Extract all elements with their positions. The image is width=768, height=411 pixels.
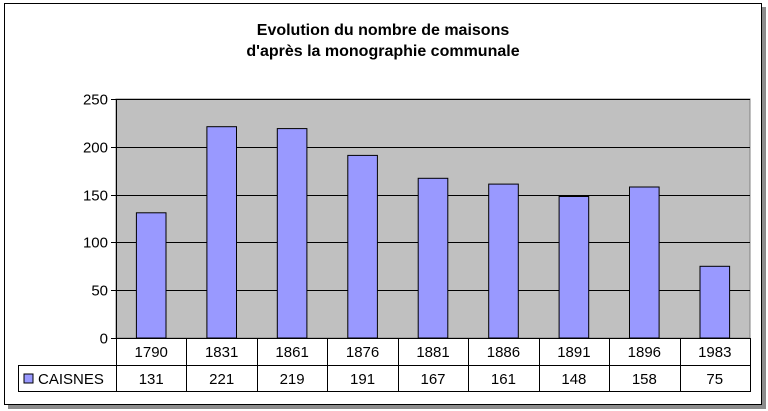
y-tick-label: 200 bbox=[83, 140, 108, 157]
data-table-value: 191 bbox=[350, 371, 375, 388]
bar-1881 bbox=[417, 177, 449, 339]
data-table: 1790 131 1831 221 1861 219 1876 191 1881 167 1886 1… bbox=[18, 338, 751, 392]
bar-1891 bbox=[558, 196, 590, 339]
legend-key bbox=[23, 373, 34, 384]
data-table-value: 148 bbox=[561, 371, 586, 388]
data-table-value: 158 bbox=[632, 371, 657, 388]
x-category-label: 1983 bbox=[698, 344, 731, 361]
x-category-label: 1886 bbox=[487, 344, 520, 361]
data-table-value: 75 bbox=[706, 371, 723, 388]
x-category-label: 1891 bbox=[557, 344, 590, 361]
bar-1790 bbox=[135, 212, 167, 339]
x-category-label: 1831 bbox=[205, 344, 238, 361]
x-category-label: 1881 bbox=[416, 344, 449, 361]
bar-1831 bbox=[206, 126, 237, 339]
bar-1886 bbox=[488, 183, 519, 339]
x-category-label: 1790 bbox=[135, 344, 168, 361]
series-name: CAISNES bbox=[38, 371, 104, 388]
chart-title: Evolution du nombre de maisons d'après l… bbox=[5, 20, 761, 62]
bar-1896 bbox=[629, 186, 660, 339]
bar-1983 bbox=[699, 265, 731, 339]
data-table-value: 131 bbox=[139, 371, 164, 388]
y-tick-label: 0 bbox=[100, 331, 108, 348]
x-category-label: 1861 bbox=[275, 344, 308, 361]
chart-title-line-2: d'après la monographie communale bbox=[246, 43, 520, 60]
y-tick-label: 100 bbox=[83, 235, 108, 252]
chart-title-line-1: Evolution du nombre de maisons bbox=[256, 22, 510, 39]
y-tick-label: 150 bbox=[83, 188, 108, 205]
bar-1876 bbox=[347, 154, 378, 339]
data-table-value: 221 bbox=[209, 371, 234, 388]
y-tick-label: 250 bbox=[83, 92, 108, 109]
x-category-label: 1896 bbox=[628, 344, 661, 361]
bars bbox=[135, 126, 731, 339]
y-tick-label: 50 bbox=[91, 283, 108, 300]
x-category-label: 1876 bbox=[346, 344, 379, 361]
data-table-value: 161 bbox=[491, 371, 516, 388]
data-table-value: 167 bbox=[420, 371, 445, 388]
bar-1861 bbox=[276, 128, 308, 339]
y-axis: 0 50 100 150 200 250 bbox=[83, 92, 117, 348]
data-table-value: 219 bbox=[280, 371, 305, 388]
